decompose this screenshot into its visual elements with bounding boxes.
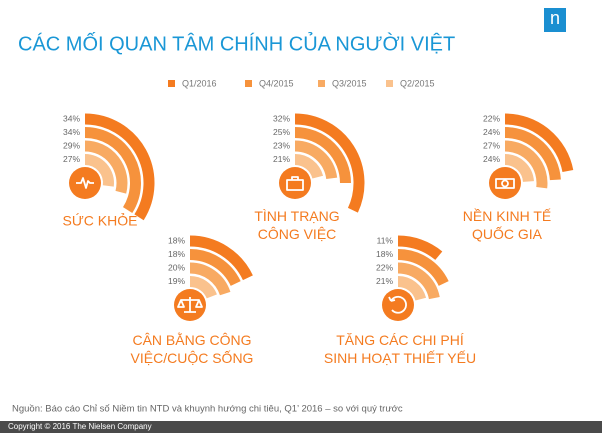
- category-label: NỀN KINH TẾ QUỐC GIA: [463, 208, 551, 242]
- arc-bar: [504, 127, 561, 181]
- value-label: 21%: [376, 276, 393, 286]
- value-label: 29%: [63, 140, 80, 150]
- value-label: 18%: [168, 249, 185, 259]
- arc-bar: [189, 262, 231, 296]
- icon: [495, 178, 515, 189]
- arc-bar: [294, 154, 324, 179]
- value-label: 18%: [168, 235, 185, 245]
- category-label: TĂNG CÁC CHI PHÍ SINH HOẠT THIẾT YẾU: [324, 332, 476, 366]
- copyright: Copyright © 2016 The Nielsen Company: [8, 422, 152, 431]
- value-label: 27%: [483, 140, 500, 150]
- arc-bar: [294, 127, 351, 184]
- logo-box: [544, 8, 566, 32]
- value-label: 23%: [273, 140, 290, 150]
- arc-bar: [504, 154, 534, 183]
- arc-bar: [84, 127, 141, 214]
- icon-circle: [279, 167, 311, 199]
- arc-bar: [397, 249, 449, 287]
- arc-bar: [294, 113, 365, 213]
- arc-bar: [294, 140, 338, 180]
- legend-label: Q1/2016: [182, 78, 217, 88]
- value-label: 21%: [273, 154, 290, 164]
- category-label: CÂN BẰNG CÔNG VIỆC/CUỘC SỐNG: [131, 331, 254, 366]
- value-label: 22%: [483, 113, 500, 123]
- arc-bar: [504, 140, 548, 189]
- chart-title: CÁC MỐI QUAN TÂM CHÍNH CỦA NGƯỜI VIỆT: [18, 31, 455, 55]
- legend-swatch: [318, 80, 325, 87]
- legend-label: Q4/2015: [259, 78, 294, 88]
- arc-bar: [189, 235, 253, 281]
- footer-bar: [0, 421, 602, 433]
- arc-bar: [189, 249, 241, 287]
- value-label: 22%: [376, 262, 393, 272]
- source: Nguồn: Báo cáo Chỉ số Niềm tin NTD và kh…: [12, 404, 403, 415]
- icon: [76, 177, 94, 189]
- legend-swatch: [386, 80, 393, 87]
- legend-label: Q2/2015: [400, 78, 435, 88]
- value-label: 11%: [377, 235, 394, 245]
- value-label: 20%: [168, 262, 185, 272]
- arc-bar: [84, 154, 114, 187]
- logo: n: [550, 8, 560, 28]
- arc-bar: [397, 235, 443, 261]
- value-label: 34%: [63, 127, 80, 137]
- arc-bar: [504, 113, 574, 173]
- legend-swatch: [245, 80, 252, 87]
- arc-bar: [84, 113, 155, 221]
- value-label: 19%: [168, 276, 185, 286]
- value-label: 32%: [273, 113, 290, 123]
- value-label: 34%: [63, 113, 80, 123]
- arc-bar: [397, 262, 440, 300]
- category-label: SỨC KHỎE: [63, 212, 138, 229]
- category-label: TÌNH TRẠNG CÔNG VIỆC: [254, 208, 339, 242]
- arc-bar: [84, 140, 128, 194]
- value-label: 24%: [483, 154, 500, 164]
- arc-bar: [397, 276, 427, 301]
- legend-label: Q3/2015: [332, 78, 367, 88]
- value-label: 24%: [483, 127, 500, 137]
- icon: [177, 297, 203, 313]
- legend-swatch: [168, 80, 175, 87]
- icon-circle: [489, 167, 521, 199]
- icon: [388, 295, 407, 314]
- value-label: 18%: [376, 249, 393, 259]
- value-label: 25%: [273, 127, 290, 137]
- arc-bar: [189, 276, 217, 299]
- icon: [286, 176, 304, 191]
- value-label: 27%: [63, 154, 80, 164]
- icon-circle: [382, 289, 414, 321]
